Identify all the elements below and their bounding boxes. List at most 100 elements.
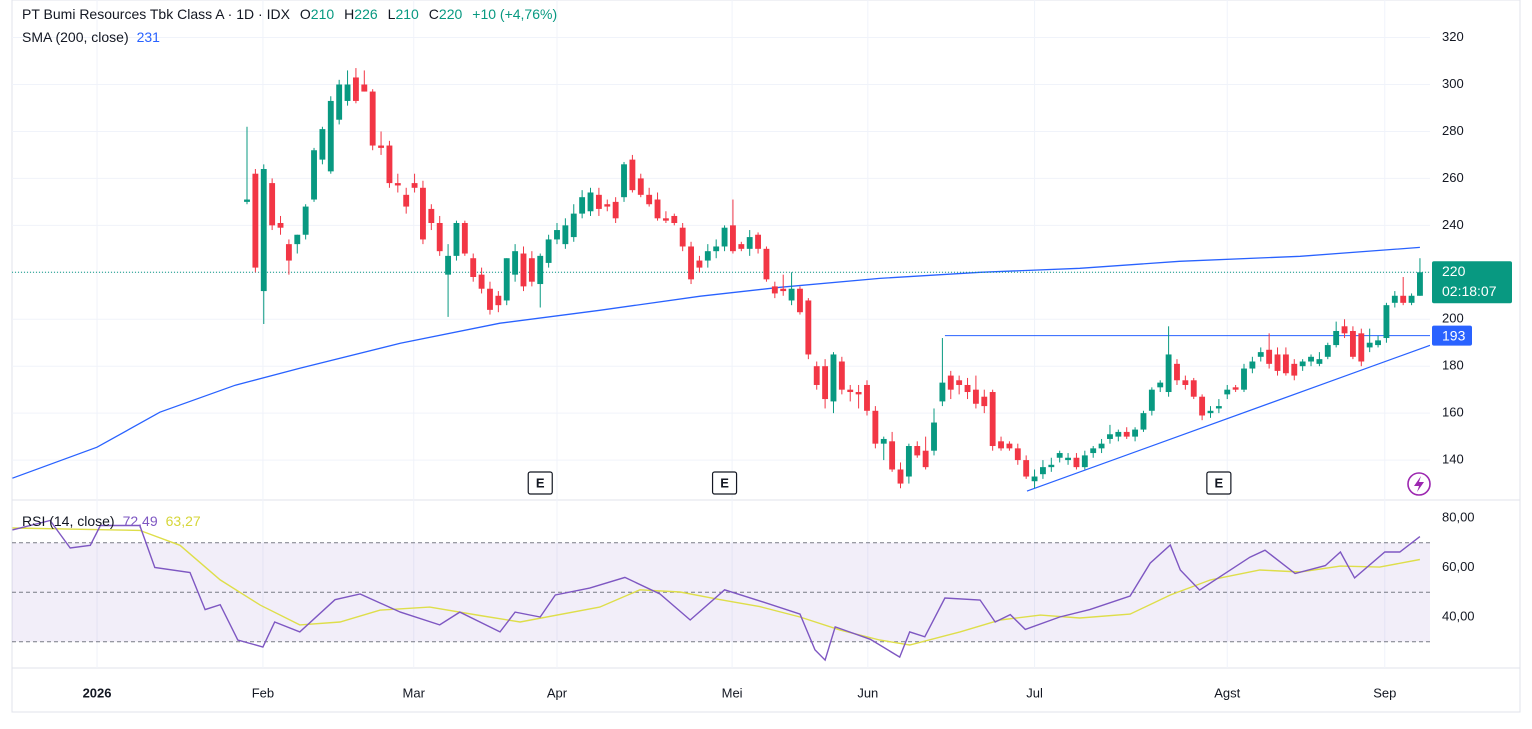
candle-body — [1199, 396, 1206, 416]
candle-body — [662, 218, 669, 221]
last-price-label: 220 — [1442, 263, 1466, 279]
candle-body — [947, 375, 954, 390]
candle-body — [604, 204, 611, 207]
x-tick-label: 2026 — [83, 685, 112, 700]
ohlc-letter: O — [300, 6, 311, 22]
candle-body — [679, 227, 686, 247]
y-tick-label: 180 — [1442, 358, 1464, 373]
rsi-line — [12, 519, 1421, 662]
candle-body — [386, 145, 393, 184]
candle-body — [453, 223, 460, 256]
candle-body — [336, 84, 343, 120]
candle-body — [1081, 455, 1088, 468]
candle-body — [1090, 448, 1097, 454]
candle-body — [621, 164, 627, 198]
candle-body — [922, 450, 929, 468]
candle-body — [1266, 349, 1273, 364]
y-tick-label: 280 — [1442, 123, 1464, 138]
y-tick-label: 160 — [1442, 405, 1464, 420]
sma-name: SMA (200, close) — [22, 29, 129, 45]
candle-body — [1148, 389, 1155, 411]
candle-body — [822, 366, 829, 400]
candle-body — [1358, 333, 1365, 362]
candle-body — [1039, 467, 1046, 475]
candle-body — [1006, 443, 1013, 449]
change-value: +10 (+4,76%) — [472, 6, 557, 22]
candle-body — [972, 389, 979, 404]
ohlc-letter: C — [429, 6, 439, 22]
candle-body — [520, 253, 527, 287]
candle-body — [1048, 464, 1055, 468]
candle-body — [1391, 295, 1398, 303]
rsi-line — [12, 527, 1421, 646]
alert-icon[interactable] — [1407, 472, 1431, 496]
candle-body — [403, 194, 410, 207]
candle-body — [637, 178, 644, 195]
y-tick-label: 320 — [1442, 29, 1464, 44]
x-tick-label: Mar — [403, 685, 426, 700]
candle-body — [713, 246, 720, 252]
candle-body — [436, 223, 443, 252]
candle-body — [1349, 330, 1356, 357]
candle-body — [503, 258, 510, 301]
candle-body — [1316, 359, 1323, 364]
y-tick-label: 300 — [1442, 76, 1464, 91]
candle-body — [1383, 305, 1390, 339]
candle-body — [1157, 382, 1164, 388]
candle-body — [847, 389, 854, 393]
candle-body — [1031, 476, 1038, 482]
candle-body — [1257, 352, 1264, 357]
candle-body — [1107, 434, 1113, 439]
candle-body — [285, 244, 292, 261]
candle-body — [260, 169, 267, 292]
high-value: 226 — [354, 6, 378, 22]
rsi-tick-label: 80,00 — [1442, 509, 1475, 524]
candle-body — [495, 295, 502, 306]
trendline — [1026, 344, 1430, 492]
candle-body — [914, 446, 921, 456]
candle-body — [277, 223, 284, 228]
candle-body — [1065, 457, 1071, 461]
candle-body — [445, 255, 452, 275]
candle-body — [470, 258, 477, 277]
candle-body — [361, 84, 368, 92]
candle-body — [319, 129, 326, 160]
candle-body — [554, 230, 560, 240]
candle-body — [394, 183, 401, 186]
symbol: PT Bumi Resources Tbk Class A · 1D · IDX — [22, 6, 291, 22]
candle-body — [738, 244, 745, 249]
candle-body — [1241, 368, 1247, 390]
candle-body — [1249, 361, 1256, 369]
candle-body — [872, 410, 879, 444]
candle-body — [671, 215, 678, 224]
candle-body — [905, 446, 912, 477]
candle-body — [721, 227, 728, 247]
y-tick-label: 200 — [1442, 311, 1464, 326]
candle-body — [1299, 361, 1306, 367]
candle-body — [1014, 448, 1021, 461]
candle-body — [696, 260, 703, 268]
candle-body — [570, 213, 577, 238]
candle-body — [1308, 356, 1314, 362]
candle-body — [964, 384, 971, 393]
candle-body — [1056, 453, 1063, 458]
candle-body — [855, 392, 862, 395]
rsi-tick-label: 60,00 — [1442, 559, 1475, 574]
y-tick-label: 140 — [1442, 452, 1464, 467]
level-badge — [1432, 325, 1472, 346]
candle-body — [654, 199, 661, 219]
candle-body — [1207, 410, 1214, 414]
candle-body — [629, 159, 636, 191]
candle-body — [487, 288, 493, 310]
rsi-value: 72,49 — [123, 513, 158, 529]
y-tick-label: 260 — [1442, 170, 1464, 185]
rsi-legend: RSI (14, close) 72,49 63,27 — [22, 513, 201, 529]
earnings-marker — [711, 471, 738, 495]
earnings-label: E — [536, 475, 545, 490]
candle-body — [545, 239, 552, 263]
axes: 140160180200220240260280300320EEE22002:1… — [83, 29, 1512, 700]
candle-body — [1366, 342, 1373, 348]
ohlc-letter: H — [344, 6, 354, 22]
candle-body — [730, 225, 736, 252]
